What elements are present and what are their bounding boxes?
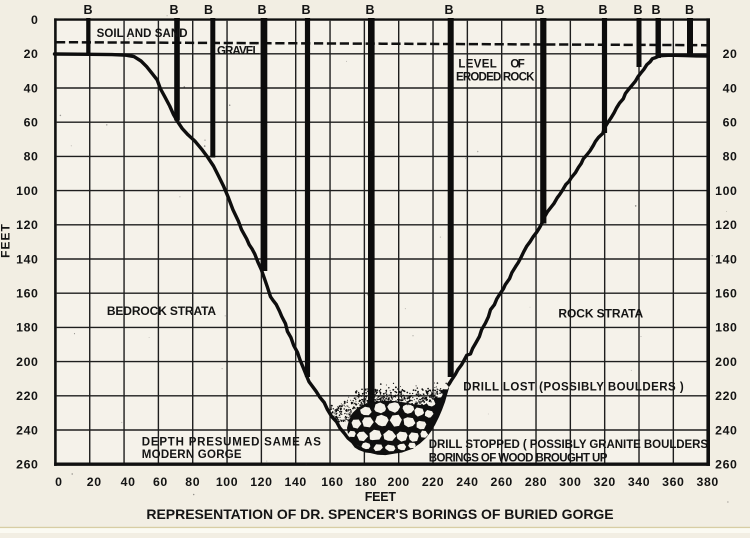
svg-text:220: 220 xyxy=(715,389,737,403)
svg-text:100: 100 xyxy=(715,184,737,198)
svg-text:B: B xyxy=(633,3,642,17)
svg-text:320: 320 xyxy=(594,475,616,489)
svg-text:20: 20 xyxy=(24,47,39,61)
svg-text:120: 120 xyxy=(16,218,38,232)
svg-text:60: 60 xyxy=(24,116,39,130)
svg-text:140: 140 xyxy=(16,252,38,266)
svg-text:80: 80 xyxy=(723,150,738,164)
svg-text:120: 120 xyxy=(715,218,737,232)
svg-text:40: 40 xyxy=(723,81,738,95)
svg-text:360: 360 xyxy=(662,475,684,489)
svg-text:B: B xyxy=(83,3,92,17)
svg-text:80: 80 xyxy=(24,150,39,164)
svg-text:DEPTH PRESUMED SAME AS: DEPTH PRESUMED SAME AS xyxy=(142,437,321,449)
svg-text:B: B xyxy=(169,3,178,17)
svg-text:BEDROCK STRATA: BEDROCK STRATA xyxy=(107,304,217,318)
svg-text:180: 180 xyxy=(715,321,737,335)
svg-text:FEET: FEET xyxy=(0,223,13,258)
svg-text:40: 40 xyxy=(121,475,136,489)
svg-text:B: B xyxy=(301,3,310,17)
svg-text:220: 220 xyxy=(422,475,444,489)
svg-text:MODERN GORGE: MODERN GORGE xyxy=(142,449,242,461)
svg-text:220: 220 xyxy=(16,389,38,403)
svg-text:B: B xyxy=(444,3,453,17)
svg-text:240: 240 xyxy=(715,423,737,437)
svg-text:380: 380 xyxy=(697,475,719,489)
svg-text:B: B xyxy=(598,3,607,17)
svg-text:120: 120 xyxy=(250,475,272,489)
svg-text:GRAVEL: GRAVEL xyxy=(217,45,260,57)
svg-text:200: 200 xyxy=(715,355,737,369)
svg-text:FEET: FEET xyxy=(365,490,397,504)
svg-text:B: B xyxy=(651,3,660,17)
svg-text:60: 60 xyxy=(723,116,738,130)
svg-text:200: 200 xyxy=(388,475,410,489)
svg-text:160: 160 xyxy=(321,475,343,489)
svg-text:OF: OF xyxy=(510,58,524,70)
svg-text:ERODED ROCK: ERODED ROCK xyxy=(456,71,535,83)
svg-text:B: B xyxy=(365,3,374,17)
svg-text:REPRESENTATION OF DR. SPENCER': REPRESENTATION OF DR. SPENCER'S BORINGS … xyxy=(146,506,613,522)
svg-text:BORINGS OF WOOD BROUGHT UP: BORINGS OF WOOD BROUGHT UP xyxy=(429,453,608,465)
svg-text:260: 260 xyxy=(491,475,513,489)
svg-text:240: 240 xyxy=(456,475,478,489)
svg-text:240: 240 xyxy=(16,423,38,437)
svg-text:180: 180 xyxy=(16,321,38,335)
svg-text:B: B xyxy=(204,3,213,17)
svg-text:DRILL LOST (POSSIBLY BOULDERS: DRILL LOST (POSSIBLY BOULDERS ) xyxy=(463,381,684,393)
svg-text:80: 80 xyxy=(185,475,200,489)
svg-text:160: 160 xyxy=(715,287,737,301)
svg-text:0: 0 xyxy=(55,475,62,489)
svg-text:260: 260 xyxy=(715,458,737,472)
svg-text:ROCK STRATA: ROCK STRATA xyxy=(558,306,643,320)
svg-text:260: 260 xyxy=(16,458,38,472)
svg-text:140: 140 xyxy=(285,475,307,489)
svg-text:300: 300 xyxy=(559,475,581,489)
svg-text:160: 160 xyxy=(16,287,38,301)
svg-text:20: 20 xyxy=(723,47,738,61)
svg-text:60: 60 xyxy=(153,475,168,489)
svg-text:140: 140 xyxy=(715,252,737,266)
svg-text:0: 0 xyxy=(31,13,38,27)
svg-text:100: 100 xyxy=(16,184,38,198)
svg-text:200: 200 xyxy=(16,355,38,369)
svg-text:B: B xyxy=(685,3,694,17)
svg-text:280: 280 xyxy=(525,475,547,489)
svg-text:B: B xyxy=(257,3,266,17)
svg-text:40: 40 xyxy=(24,81,39,95)
svg-text:340: 340 xyxy=(628,475,650,489)
svg-text:100: 100 xyxy=(216,475,238,489)
svg-text:SOIL AND SAND: SOIL AND SAND xyxy=(97,28,188,40)
svg-text:20: 20 xyxy=(87,475,102,489)
svg-text:LEVEL: LEVEL xyxy=(458,58,496,70)
svg-text:DRILL STOPPED ( POSSIBLY GRANI: DRILL STOPPED ( POSSIBLY GRANITE BOULDER… xyxy=(429,439,709,451)
svg-text:B: B xyxy=(535,3,544,17)
svg-text:180: 180 xyxy=(355,475,377,489)
